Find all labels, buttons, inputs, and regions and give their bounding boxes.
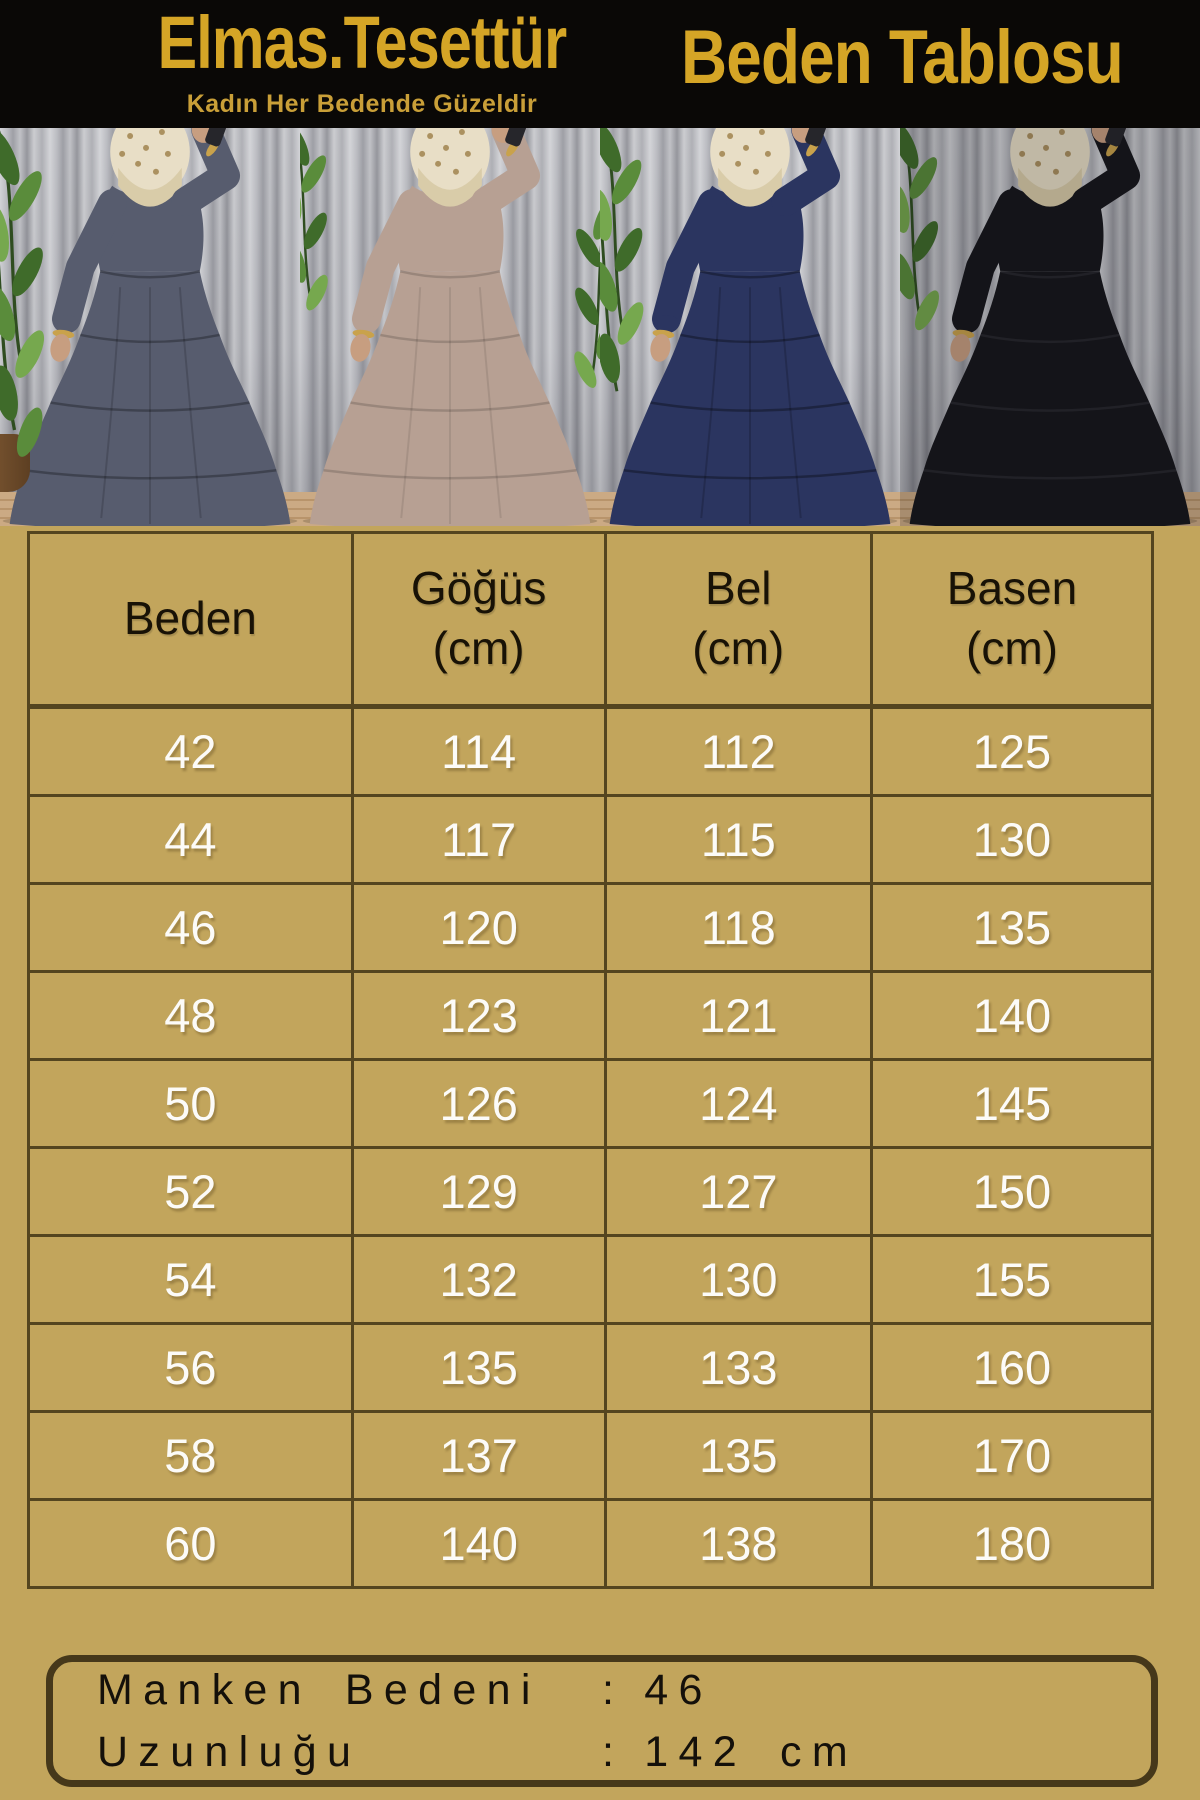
page-title: Beden Tablosu	[681, 15, 1124, 100]
table-cell: 127	[603, 1146, 873, 1237]
table-cell: 140	[869, 970, 1155, 1061]
table-row: 50 126 124 145	[27, 1058, 1155, 1149]
table-row: 44 117 115 130	[27, 794, 1155, 885]
header-band: Elmas.Tesettür Kadın Her Bedende Güzeldi…	[0, 0, 1200, 128]
table-cell: 150	[869, 1146, 1155, 1237]
plant-illustration	[0, 128, 45, 457]
info-row-uzunlugu: Uzunluğu:142 cm	[97, 1728, 1151, 1777]
table-cell: 56	[27, 1322, 354, 1413]
table-header-gogus: Göğüs (cm)	[350, 531, 607, 709]
table-header-bel: Bel (cm)	[603, 531, 873, 709]
info-row-manken-bedeni: Manken Bedeni:46	[97, 1666, 1151, 1715]
table-cell: 137	[350, 1410, 607, 1501]
table-header-row: Beden Göğüs (cm) Bel (cm) Basen (cm)	[27, 531, 1155, 709]
table-row: 48 123 121 140	[27, 970, 1155, 1061]
table-cell: 170	[869, 1410, 1155, 1501]
info-value: 46	[644, 1665, 713, 1714]
table-cell: 58	[27, 1410, 354, 1501]
table-row: 52 129 127 150	[27, 1146, 1155, 1237]
table-header-beden: Beden	[27, 531, 354, 709]
table-cell: 115	[603, 794, 873, 885]
product-photo-strip	[0, 128, 1200, 526]
model-illustration	[2, 128, 298, 526]
model-illustration	[902, 128, 1198, 526]
table-cell: 133	[603, 1322, 873, 1413]
table-cell: 42	[27, 705, 354, 797]
table-row: 60 140 138 180	[27, 1498, 1155, 1589]
table-cell: 52	[27, 1146, 354, 1237]
table-cell: 126	[350, 1058, 607, 1149]
photo-black-dress	[900, 128, 1200, 526]
table-cell: 54	[27, 1234, 354, 1325]
model-illustration	[302, 128, 598, 526]
table-cell: 155	[869, 1234, 1155, 1325]
info-separator: :	[602, 1665, 625, 1714]
table-cell: 120	[350, 882, 607, 973]
table-cell: 114	[350, 705, 607, 797]
table-row: 58 137 135 170	[27, 1410, 1155, 1501]
table-cell: 117	[350, 794, 607, 885]
size-table: Beden Göğüs (cm) Bel (cm) Basen (cm) 42 114 1…	[27, 531, 1155, 1589]
table-cell: 60	[27, 1498, 354, 1589]
table-cell: 48	[27, 970, 354, 1061]
brand-block: Elmas.Tesettür Kadın Her Bedende Güzeldi…	[62, 0, 662, 128]
info-label: Uzunluğu	[97, 1727, 362, 1776]
table-cell: 44	[27, 794, 354, 885]
table-cell: 123	[350, 970, 607, 1061]
table-cell: 46	[27, 882, 354, 973]
photo-beige-dress	[300, 128, 600, 526]
table-row: 56 135 133 160	[27, 1322, 1155, 1413]
table-cell: 125	[869, 705, 1155, 797]
model-info-box: Manken Bedeni:46 Uzunluğu:142 cm	[46, 1655, 1158, 1787]
table-cell: 130	[603, 1234, 873, 1325]
table-row: 42 114 112 125	[27, 705, 1155, 797]
table-cell: 140	[350, 1498, 607, 1589]
table-cell: 180	[869, 1498, 1155, 1589]
photo-navy-dress	[600, 128, 900, 526]
plant-illustration	[900, 128, 940, 331]
table-cell: 132	[350, 1234, 607, 1325]
model-illustration	[602, 128, 898, 526]
table-header-basen: Basen (cm)	[869, 531, 1155, 709]
table-cell: 138	[603, 1498, 873, 1589]
plant-illustration	[574, 194, 600, 388]
table-cell: 160	[869, 1322, 1155, 1413]
info-value: 142 cm	[644, 1727, 858, 1776]
brand-title: Elmas.Tesettür	[157, 1, 568, 84]
photo-gray-dress	[0, 128, 300, 526]
table-cell: 118	[603, 882, 873, 973]
info-label: Manken Bedeni	[97, 1665, 541, 1714]
info-separator: :	[602, 1727, 625, 1776]
table-cell: 130	[869, 794, 1155, 885]
table-cell: 135	[350, 1322, 607, 1413]
table-cell: 121	[603, 970, 873, 1061]
table-cell: 124	[603, 1058, 873, 1149]
table-cell: 50	[27, 1058, 354, 1149]
plant-illustration	[600, 128, 644, 392]
table-cell: 112	[603, 705, 873, 797]
table-row: 54 132 130 155	[27, 1234, 1155, 1325]
table-cell: 135	[603, 1410, 873, 1501]
brand-tagline: Kadın Her Bedende Güzeldir	[186, 90, 538, 118]
table-row: 46 120 118 135	[27, 882, 1155, 973]
table-cell: 135	[869, 882, 1155, 973]
table-cell: 129	[350, 1146, 607, 1237]
plant-illustration	[300, 128, 328, 311]
table-cell: 145	[869, 1058, 1155, 1149]
